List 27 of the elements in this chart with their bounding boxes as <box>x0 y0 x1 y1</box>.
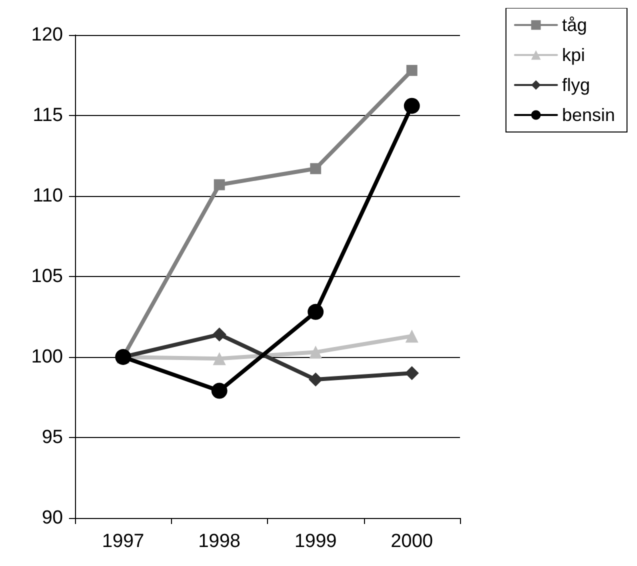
point <box>308 372 323 387</box>
point <box>310 163 322 174</box>
x-tick-label: 1997 <box>102 531 144 552</box>
point <box>212 352 226 366</box>
x-tick-label: 1998 <box>198 531 241 552</box>
legend-label: flyg <box>562 75 590 95</box>
y-tick-label: 110 <box>32 186 63 206</box>
y-tick-label: 95 <box>42 427 63 448</box>
point <box>406 64 418 76</box>
y-tick-label: 105 <box>31 266 63 287</box>
point <box>211 382 228 399</box>
y-tick-label: 90 <box>42 508 63 528</box>
y-tick-label: 120 <box>31 24 63 46</box>
y-tick-label: 115 <box>32 105 63 126</box>
legend-label: tåg <box>562 15 587 35</box>
point <box>214 179 225 190</box>
point <box>404 98 420 114</box>
x-tick-label: 1999 <box>294 531 337 552</box>
legend-label: bensin <box>562 105 616 125</box>
point <box>309 346 322 359</box>
x-tick-label: 2000 <box>390 531 434 552</box>
y-tick-label: 100 <box>31 346 63 368</box>
point <box>212 327 226 342</box>
point <box>404 366 419 380</box>
point <box>405 330 418 343</box>
legend-label: kpi <box>562 45 585 65</box>
point <box>308 304 324 320</box>
